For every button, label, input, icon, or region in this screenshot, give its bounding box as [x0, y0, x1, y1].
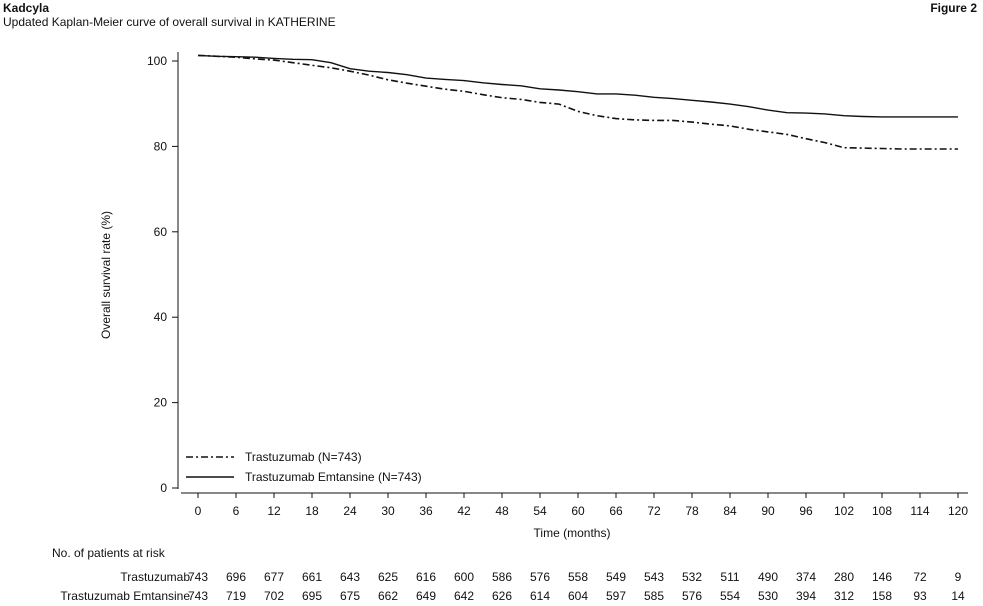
risk-count: 158 [871, 589, 893, 603]
drug-name: Kadcyla [3, 1, 50, 15]
x-tick-label: 36 [419, 504, 433, 518]
risk-count: 695 [301, 589, 323, 603]
y-axis-label: Overall survival rate (%) [99, 211, 113, 339]
x-tick-label: 18 [305, 504, 319, 518]
risk-count: 626 [491, 589, 513, 603]
risk-row-label: Trastuzumab Emtansine [60, 589, 190, 603]
risk-count: 649 [415, 589, 437, 603]
risk-count: 677 [263, 570, 285, 584]
figure-label: Figure 2 [930, 1, 977, 15]
x-tick-label: 102 [834, 504, 854, 518]
risk-count: 532 [681, 570, 703, 584]
risk-count: 312 [833, 589, 855, 603]
risk-count: 597 [605, 589, 627, 603]
x-tick-label: 42 [457, 504, 471, 518]
risk-count: 702 [263, 589, 285, 603]
y-tick-label: 80 [154, 139, 168, 153]
risk-count: 549 [605, 570, 627, 584]
risk-count: 576 [681, 589, 703, 603]
y-tick-label: 40 [154, 310, 168, 324]
x-tick-label: 84 [723, 504, 737, 518]
plot-area [197, 54, 958, 150]
x-tick-label: 120 [948, 504, 968, 518]
y-tick-label: 60 [154, 225, 168, 239]
risk-count: 585 [643, 589, 665, 603]
risk-count: 511 [720, 570, 740, 584]
risk-count: 543 [643, 570, 665, 584]
risk-count: 554 [719, 589, 741, 603]
risk-count: 643 [339, 570, 361, 584]
x-tick-label: 0 [195, 504, 202, 518]
legend: Trastuzumab (N=743) Trastuzumab Emtansine… [186, 450, 422, 484]
axes: 0 20 40 60 80 100 0 6 12 18 24 30 36 42 48 54 60 66 72 78 84… [147, 52, 968, 518]
x-tick-label: 24 [343, 504, 357, 518]
series-line-1 [197, 54, 958, 150]
risk-count: 675 [339, 589, 361, 603]
risk-count: 743 [187, 589, 209, 603]
risk-count: 696 [225, 570, 247, 584]
series-line-2 [197, 54, 958, 118]
x-tick-label: 78 [685, 504, 699, 518]
x-tick-label: 6 [233, 504, 240, 518]
x-tick-label: 114 [910, 504, 929, 518]
risk-count: 280 [833, 570, 855, 584]
x-tick-label: 108 [872, 504, 892, 518]
y-tick-label: 0 [160, 481, 167, 495]
chart-subtitle: Updated Kaplan-Meier curve of overall su… [3, 15, 336, 29]
risk-count: 146 [871, 570, 893, 584]
legend-label: Trastuzumab (N=743) [245, 450, 362, 464]
x-tick-label: 72 [647, 504, 661, 518]
risk-count: 558 [567, 570, 589, 584]
risk-count: 661 [301, 570, 323, 584]
y-tick-label: 100 [147, 54, 167, 68]
risk-count: 374 [795, 570, 817, 584]
risk-count: 72 [913, 570, 927, 584]
risk-count: 743 [187, 570, 209, 584]
x-tick-label: 90 [761, 504, 775, 518]
risk-count: 604 [567, 589, 589, 603]
risk-count: 14 [951, 589, 965, 603]
x-tick-label: 66 [609, 504, 623, 518]
x-tick-label: 54 [533, 504, 547, 518]
risk-count: 93 [913, 589, 927, 603]
risk-count: 625 [377, 570, 399, 584]
y-tick-label: 20 [154, 396, 168, 410]
risk-count: 614 [529, 589, 551, 603]
risk-count: 9 [954, 570, 962, 584]
risk-count: 600 [453, 570, 475, 584]
risk-count: 530 [757, 589, 779, 603]
risk-count: 576 [529, 570, 551, 584]
x-axis-label: Time (months) [534, 526, 611, 540]
legend-label: Trastuzumab Emtansine (N=743) [245, 470, 422, 484]
risk-count: 719 [225, 589, 247, 603]
risk-count: 642 [453, 589, 475, 603]
risk-table-title: No. of patients at risk [52, 546, 165, 560]
risk-count: 662 [377, 589, 399, 603]
x-tick-label: 60 [571, 504, 585, 518]
x-tick-label: 30 [381, 504, 395, 518]
risk-count: 586 [491, 570, 513, 584]
risk-row-label: Trastuzumab [120, 570, 190, 584]
risk-count: 490 [757, 570, 779, 584]
risk-count: 394 [795, 589, 817, 603]
x-tick-label: 12 [267, 504, 281, 518]
x-tick-label: 48 [495, 504, 509, 518]
risk-count: 616 [415, 570, 437, 584]
header: Kadcyla Updated Kaplan-Meier curve of ov… [3, 1, 336, 29]
x-tick-label: 96 [799, 504, 813, 518]
